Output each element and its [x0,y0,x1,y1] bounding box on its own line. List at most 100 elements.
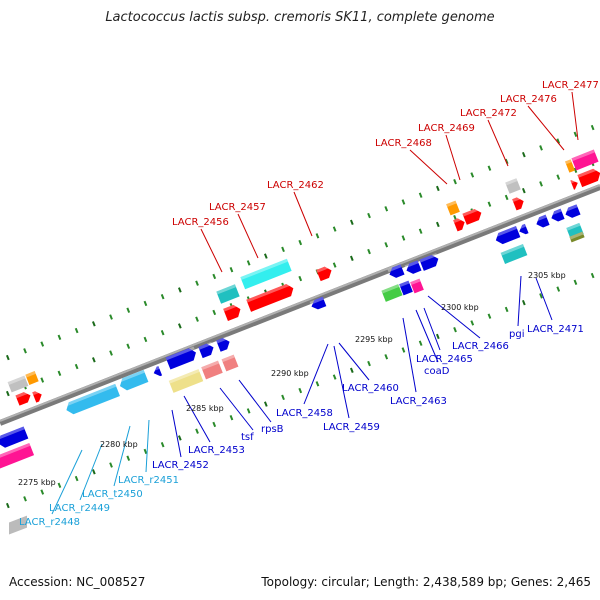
feature-blue-12[interactable] [534,214,550,230]
minor-tick [57,370,62,376]
feature-salmon[interactable] [201,360,223,380]
feature-blue-4[interactable] [216,336,232,352]
minor-tick [143,336,148,343]
feature-magenta-3[interactable] [571,149,599,171]
minor-tick [92,321,96,327]
label-bottom-12[interactable]: LACR_2471 [527,324,584,335]
minor-tick [487,201,492,207]
feature-blue-2[interactable] [165,346,199,370]
feature-blue[interactable] [0,426,29,449]
feature-blue-3[interactable] [198,341,215,359]
minor-tick [92,469,96,475]
label-bottom-5[interactable]: LACR_2459 [323,422,380,433]
feature-cyan[interactable] [117,369,149,392]
minor-tick [573,279,578,286]
minor-tick [126,455,131,461]
feature-red-long[interactable] [246,282,295,312]
label-bottom-7[interactable]: LACR_2463 [390,396,447,407]
label-bottom-1[interactable]: LACR_2453 [188,445,245,456]
label-top-0[interactable]: LACR_2456 [172,217,229,228]
feature-blue-10[interactable] [493,226,521,246]
feature-blue-small[interactable] [151,366,163,378]
label-rna-1[interactable]: LACR_r2449 [49,503,110,514]
minor-tick [367,248,371,255]
feature-blue-8[interactable] [404,260,422,275]
feature-red-5[interactable] [462,207,483,225]
label-bottom-9[interactable]: LACR_2465 [416,354,473,365]
feature-green[interactable] [381,284,403,302]
feature-red-7[interactable] [577,166,600,188]
minor-tick [264,253,268,259]
label-rna-0[interactable]: LACR_r2448 [19,517,80,528]
minor-tick [195,280,199,286]
label-top-2[interactable]: LACR_2462 [267,180,324,191]
minor-tick [556,138,561,144]
feature-cyan-2[interactable] [240,258,292,290]
minor-tick [453,327,457,333]
feature-blue-6[interactable] [399,280,413,296]
feature-red-2[interactable] [223,303,243,321]
feature-blue-9[interactable] [419,253,440,271]
feature-teal[interactable] [216,284,240,304]
feature-cyan-long[interactable] [64,383,120,416]
feature-blue-13[interactable] [549,208,565,224]
minor-tick [418,192,423,198]
label-bottom-2[interactable]: tsf [241,432,254,443]
feature-red-small[interactable] [32,389,43,403]
minor-tick [143,300,148,307]
scale-label: 2275 kbp [18,478,56,487]
feature-red-6[interactable] [512,195,526,211]
minor-tick [229,266,234,273]
feature-orange-2[interactable] [446,200,460,216]
feature-blue-11[interactable] [517,223,529,236]
label-top-6[interactable]: LACR_2476 [500,94,557,105]
label-top-7[interactable]: LACR_2477 [542,80,599,91]
label-bottom-11[interactable]: pgi [509,329,524,340]
feature-khaki[interactable] [168,369,204,393]
feature-blue-7[interactable] [387,264,405,279]
feature-salmon-2[interactable] [221,354,239,372]
feature-red-4[interactable] [453,216,467,232]
feature-blue-14[interactable] [563,204,581,219]
label-bottom-8[interactable]: coaD [424,366,450,377]
label-rna-2[interactable]: LACR_t2450 [82,489,143,500]
label-bottom-6[interactable]: LACR_2460 [342,383,399,394]
label-bottom-3[interactable]: rpsB [261,424,284,435]
minor-tick [522,151,526,158]
feature-magenta-2[interactable] [410,278,424,294]
gene-features[interactable] [0,149,600,470]
label-top-4[interactable]: LACR_2469 [418,123,475,134]
minor-tick [401,347,406,353]
label-top-5[interactable]: LACR_2472 [460,108,517,119]
minor-tick [195,316,199,322]
feature-olive[interactable] [569,231,585,243]
label-bottom-10[interactable]: LACR_2466 [452,341,509,352]
minor-tick [315,381,320,387]
minor-tick-tracks [5,124,595,509]
feature-orange-3[interactable] [565,159,575,173]
label-rna-3[interactable]: LACR_r2451 [118,475,179,486]
feature-gray[interactable] [7,375,29,393]
feature-blue-5[interactable] [309,296,327,311]
feature-orange[interactable] [25,371,39,385]
feature-gray-2[interactable] [505,178,521,194]
minor-tick [418,228,423,234]
label-top-3[interactable]: LACR_2468 [375,138,432,149]
feature-red-3[interactable] [316,264,333,282]
label-bottom-0[interactable]: LACR_2452 [152,460,209,471]
label-bottom-4[interactable]: LACR_2458 [276,408,333,419]
feature-red[interactable] [15,390,32,406]
minor-tick [332,262,337,268]
minor-tick [126,307,131,313]
minor-tick [522,187,526,194]
label-top-1[interactable]: LACR_2457 [209,202,266,213]
feature-teal-2[interactable] [500,244,528,264]
minor-tick [487,313,492,319]
minor-tick [57,482,62,488]
feature-magenta[interactable] [0,442,35,470]
feature-red-8[interactable] [570,178,579,190]
feature-tracks[interactable] [9,515,27,535]
minor-tick [350,255,354,261]
